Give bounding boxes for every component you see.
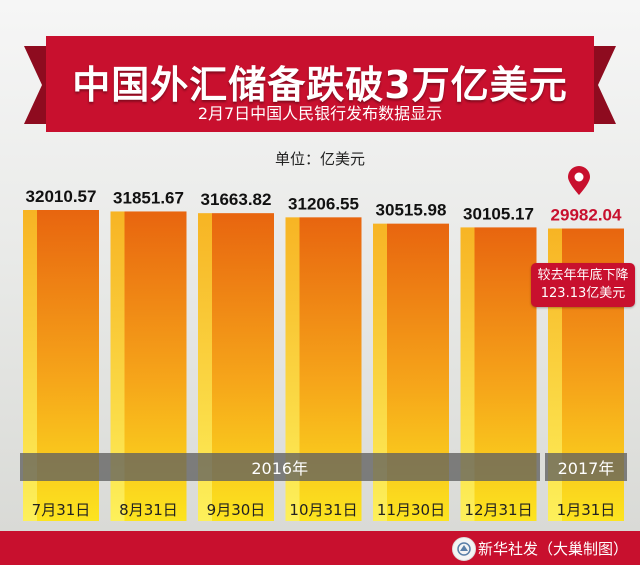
category-label-4: 11月30日 [377,501,445,519]
footer-bar: 新华社发（大巢制图） [0,531,640,565]
bar-side-2 [198,213,212,521]
value-label-3: 31206.55 [288,194,359,213]
bar-side-0 [23,210,37,521]
category-label-0: 7月31日 [32,501,91,519]
unit-label: 单位：亿美元 [274,150,365,168]
location-pin-icon [568,166,590,195]
bar-side-3 [285,217,300,521]
footer-credit: 新华社发（大巢制图） [478,540,629,558]
value-label-4: 30515.98 [376,201,447,220]
page-title: 中国外汇储备跌破3万亿美元 [72,63,568,107]
category-label-6: 1月31日 [557,501,616,519]
year-band-2017: 2017年 [545,453,627,481]
value-label-5: 30105.17 [463,204,534,223]
bar-side-4 [373,223,387,521]
value-label-0: 32010.57 [26,187,97,206]
annotation-line-2: 123.13亿美元 [540,286,626,301]
category-label-1: 8月31日 [119,501,178,519]
xinhua-logo-icon [452,537,476,561]
annotation-line-1: 较去年年底下降 [537,268,629,283]
value-label-2: 31663.82 [201,190,272,209]
page-subtitle: 2月7日中国人民银行发布数据显示 [197,104,443,123]
year-band-2016: 2016年 [20,453,540,481]
category-label-3: 10月31日 [289,501,357,519]
value-label-1: 31851.67 [113,188,184,207]
bar-side-5 [460,227,475,521]
decline-annotation: 较去年年底下降 123.13亿美元 [531,263,635,307]
category-label-2: 9月30日 [207,501,266,519]
bar-side-1 [110,211,125,522]
value-label-6: 29982.04 [551,206,622,225]
title-banner: 中国外汇储备跌破3万亿美元 2月7日中国人民银行发布数据显示 [24,36,616,132]
category-label-5: 12月31日 [464,501,532,519]
ribbon-banner [24,36,616,132]
